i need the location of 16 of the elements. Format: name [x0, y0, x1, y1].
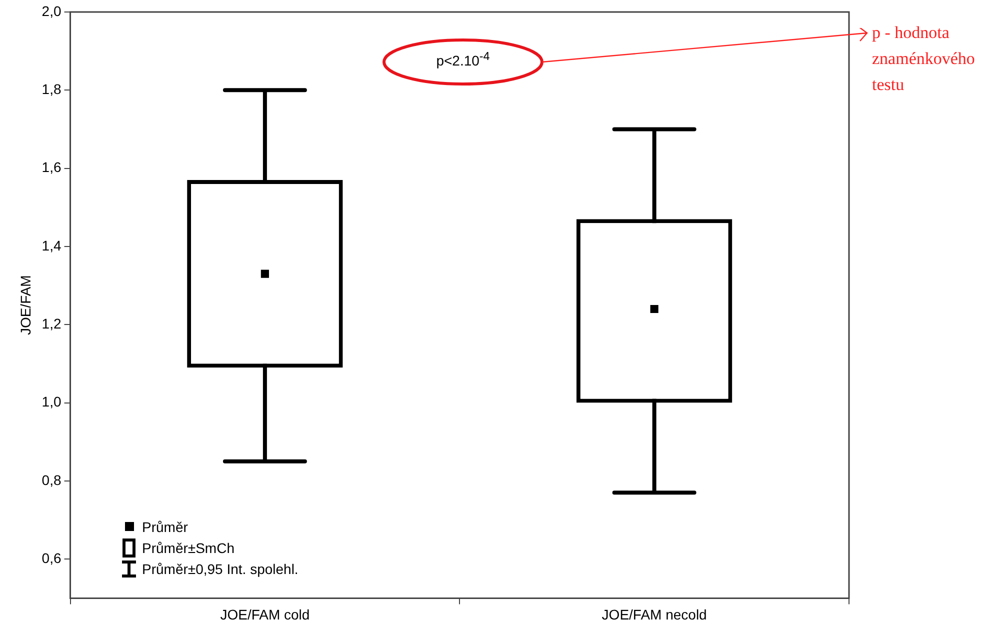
annotation: p<2.10$^{-4}$ [435, 50, 491, 69]
y-tick-label: 1,0 [42, 394, 62, 410]
annotation: Průměr±0,95 Int. spolehl. [142, 560, 298, 576]
x-tick-label: JOE/FAM cold [220, 606, 310, 622]
y-tick-label: 0,6 [42, 550, 62, 566]
y-tick-label: 1,2 [42, 316, 62, 332]
y-tick-label: 1,6 [42, 159, 62, 176]
y-tick-label: 2,0 [42, 2, 62, 19]
y-tick-label: 0,8 [42, 472, 62, 488]
x-tick-label: JOE/FAM necold [602, 606, 707, 622]
annotation: Průměr±SmCh [142, 540, 234, 556]
y-tick-label: 1,8 [42, 81, 62, 98]
y-axis-title: JOE/FAM [17, 275, 34, 336]
annotation: Průměr [142, 518, 188, 534]
y-tick-label: 1,4 [42, 237, 62, 254]
text: p - hodnota znaménkového testu [872, 22, 976, 96]
